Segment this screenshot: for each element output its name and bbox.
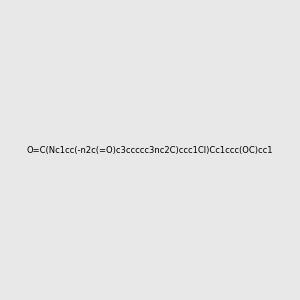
Text: O=C(Nc1cc(-n2c(=O)c3ccccc3nc2C)ccc1Cl)Cc1ccc(OC)cc1: O=C(Nc1cc(-n2c(=O)c3ccccc3nc2C)ccc1Cl)Cc… [27, 146, 273, 154]
